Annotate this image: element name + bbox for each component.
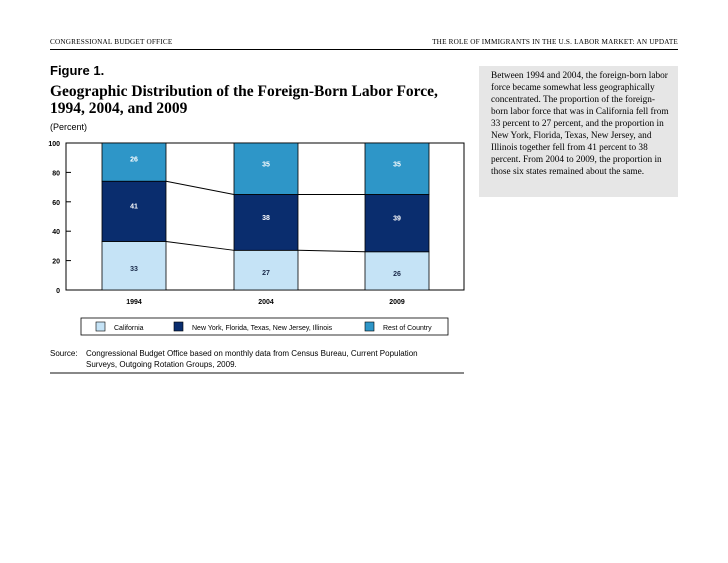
data-label: 35 bbox=[262, 162, 270, 169]
y-tick-label: 80 bbox=[52, 170, 60, 177]
connector-line bbox=[297, 249, 366, 253]
legend-swatch bbox=[173, 321, 184, 332]
bottom-rule bbox=[50, 372, 464, 374]
y-tick-label: 0 bbox=[56, 288, 60, 295]
bar-segment bbox=[101, 180, 167, 242]
sidebar-note: Between 1994 and 2004, the foreign-born … bbox=[479, 66, 678, 197]
header-rule bbox=[50, 49, 678, 50]
bar-segment bbox=[233, 142, 299, 195]
connector-line bbox=[165, 180, 235, 195]
bar-segment bbox=[101, 142, 167, 182]
x-tick-label: 2004 bbox=[258, 299, 274, 306]
bar-segment bbox=[364, 194, 430, 253]
connector-line bbox=[165, 240, 235, 251]
data-label: 27 bbox=[262, 270, 270, 277]
data-label: 39 bbox=[393, 215, 401, 222]
figure-label: Figure 1. bbox=[50, 63, 105, 78]
bar-segment bbox=[364, 142, 430, 195]
data-label: 35 bbox=[393, 162, 401, 169]
sidebar-text: Between 1994 and 2004, the foreign-born … bbox=[491, 71, 669, 177]
y-tick-label: 60 bbox=[52, 200, 60, 207]
bar-segment bbox=[233, 194, 299, 251]
legend-swatch bbox=[364, 321, 375, 332]
y-tick-label: 40 bbox=[52, 229, 60, 236]
legend-entry: California bbox=[114, 325, 144, 332]
header-right: THE ROLE OF IMMIGRANTS IN THE U.S. LABOR… bbox=[432, 38, 678, 46]
data-label: 26 bbox=[130, 156, 138, 163]
data-label: 26 bbox=[393, 271, 401, 278]
y-axis-unit-label: (Percent) bbox=[50, 122, 88, 132]
legend-swatch bbox=[95, 321, 106, 332]
legend-entry: Rest of Country bbox=[383, 325, 432, 332]
figure-title: Geographic Distribution of the Foreign-B… bbox=[50, 83, 438, 117]
y-tick-label: 20 bbox=[52, 259, 60, 266]
header-left: CONGRESSIONAL BUDGET OFFICE bbox=[50, 38, 173, 46]
bar-segment bbox=[101, 241, 167, 291]
source-text: Congressional Budget Office based on mon… bbox=[86, 349, 418, 369]
bar-segment bbox=[233, 249, 299, 291]
legend-entry: New York, Florida, Texas, New Jersey, Il… bbox=[192, 325, 333, 332]
x-tick-label: 1994 bbox=[126, 299, 142, 306]
data-label: 41 bbox=[130, 203, 138, 210]
legend-box bbox=[80, 317, 449, 336]
bar-segment bbox=[364, 251, 430, 291]
data-label: 38 bbox=[262, 215, 270, 222]
data-label: 33 bbox=[130, 266, 138, 273]
y-tick-label: 100 bbox=[48, 141, 60, 148]
x-tick-label: 2009 bbox=[389, 299, 405, 306]
source-label: Source: bbox=[50, 349, 78, 358]
